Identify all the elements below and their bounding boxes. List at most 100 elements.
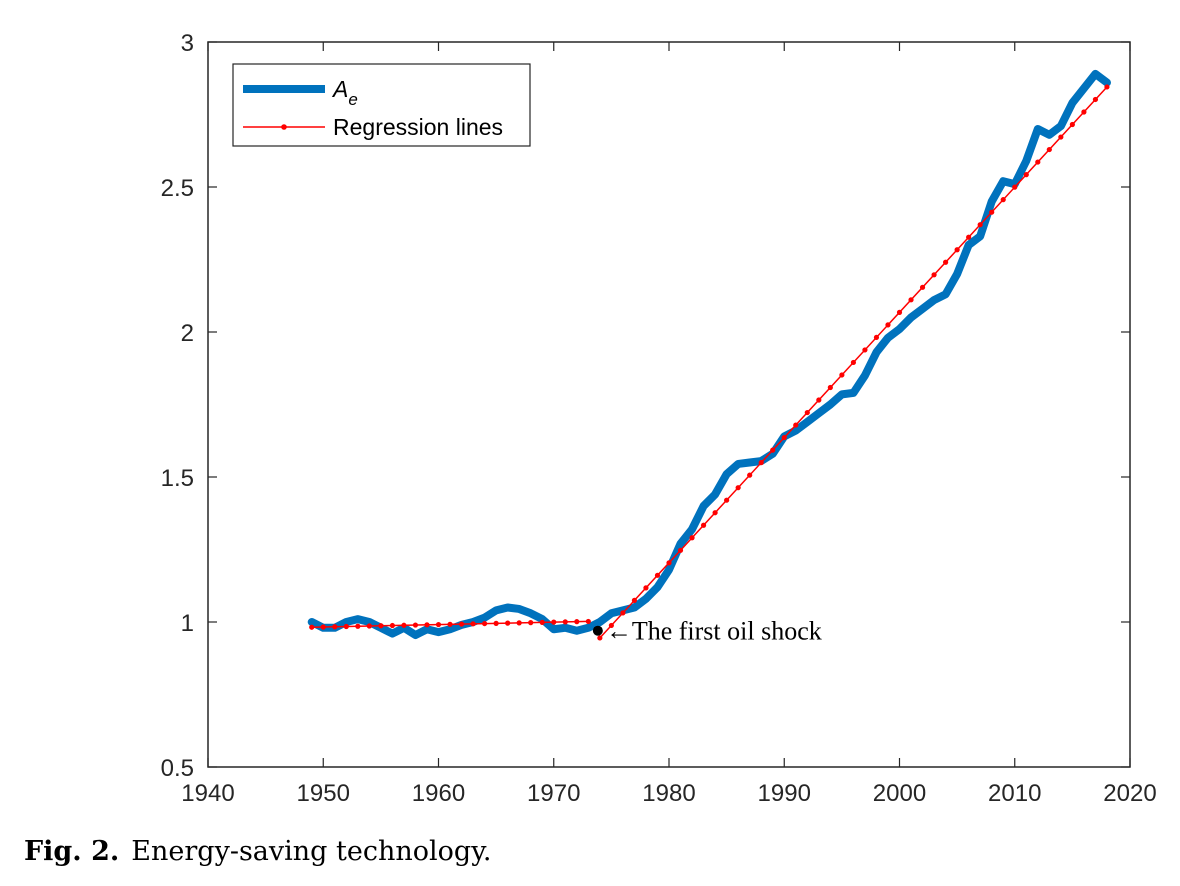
y-tick-label: 3 <box>181 30 194 57</box>
legend-label-ae: Ae <box>331 76 358 109</box>
regression-point <box>850 359 857 366</box>
regression-point <box>620 610 626 616</box>
regression-point <box>966 234 972 240</box>
y-tick-label: 1.5 <box>161 465 194 492</box>
figure-caption: Fig. 2. Energy-saving technology. <box>24 836 491 867</box>
y-tick-label: 0.5 <box>161 755 194 782</box>
regression-point <box>585 618 591 625</box>
x-tick-label: 1980 <box>642 780 695 807</box>
regression-point <box>401 622 407 628</box>
regression-point <box>366 623 372 629</box>
x-tick-label: 1990 <box>758 780 811 807</box>
regression-point <box>493 620 499 626</box>
x-axis: 1940 1950 1960 1970 1980 1990 2000 2010 2020 <box>181 42 1157 807</box>
legend-label-regression: Regression lines <box>333 114 503 140</box>
regression-point <box>435 621 442 628</box>
regression-point <box>1058 134 1064 140</box>
regression-point <box>412 622 419 628</box>
regression-point <box>482 620 488 627</box>
regression-point <box>885 322 891 328</box>
regression-point <box>781 434 787 441</box>
regression-point <box>574 619 580 625</box>
regression-point <box>666 560 672 566</box>
y-tick-label: 2 <box>181 320 194 347</box>
regression-point <box>1046 146 1052 153</box>
x-tick-label: 1950 <box>297 780 350 807</box>
regression-point <box>654 572 661 578</box>
series-ae-line <box>307 69 1111 640</box>
oil-shock-label: ←The first oil shock <box>606 617 822 646</box>
regression-point <box>747 472 753 478</box>
legend-box <box>232 63 531 147</box>
plot-area <box>208 42 1130 767</box>
regression-point <box>931 272 937 278</box>
x-tick-label: 1960 <box>412 780 465 807</box>
y-tick-label: 1 <box>181 610 194 637</box>
regression-point <box>827 384 833 391</box>
regression-point <box>943 259 949 265</box>
series-layer <box>307 69 1111 641</box>
regression-point <box>343 623 349 630</box>
regression-point <box>896 309 903 315</box>
regression-point <box>1035 159 1041 165</box>
regression-point <box>712 510 718 516</box>
regression-point <box>332 624 338 630</box>
x-tick-label: 1970 <box>527 780 580 807</box>
regression-point <box>700 522 707 528</box>
regression-point <box>309 624 315 630</box>
x-tick-label: 1940 <box>181 780 234 807</box>
regression-point <box>1012 184 1018 190</box>
regression-point <box>528 620 534 626</box>
regression-point <box>839 372 845 378</box>
regression-point <box>689 535 695 541</box>
regression-point <box>505 620 511 626</box>
regression-point <box>724 497 730 503</box>
regression-point <box>1081 109 1087 115</box>
regression-point <box>447 621 453 627</box>
regression-point <box>677 547 684 553</box>
x-tick-label: 2000 <box>873 780 926 807</box>
oil-shock-annotation: ←The first oil shock <box>592 617 822 646</box>
regression-point <box>793 422 799 428</box>
plot-frame <box>207 41 1131 768</box>
regression-point <box>873 334 880 341</box>
regression-point <box>378 623 384 629</box>
regression-point <box>608 622 614 629</box>
chart: 1940 1950 1960 1970 1980 1990 2000 2010 2020 0.5… <box>161 30 1157 807</box>
regression-point <box>389 622 395 629</box>
regression-point <box>470 621 476 627</box>
regression-point <box>908 297 914 303</box>
legend-swatch-regression-dot <box>281 124 287 130</box>
regression-point <box>770 447 776 453</box>
regression-point <box>804 409 810 416</box>
regression-point <box>355 623 361 629</box>
y-tick-label: 2.5 <box>161 175 194 202</box>
regression-point <box>562 619 568 625</box>
regression-point <box>539 619 545 625</box>
x-tick-label: 2010 <box>988 780 1041 807</box>
regression-point <box>977 222 983 228</box>
regression-point <box>320 624 326 630</box>
regression-point <box>424 622 430 628</box>
caption-label: Fig. 2. <box>24 836 120 867</box>
regression-point <box>631 597 638 603</box>
regression-point <box>1069 121 1075 128</box>
legend-ae-base: A <box>331 76 348 102</box>
regression-point <box>458 621 465 627</box>
regression-point <box>551 619 557 625</box>
x-tick-label: 2020 <box>1103 780 1156 807</box>
regression-point <box>516 620 522 626</box>
oil-shock-marker <box>592 625 603 636</box>
regression-point <box>1092 96 1099 103</box>
regression-point <box>954 247 960 253</box>
regression-point <box>735 485 741 491</box>
regression-point <box>816 397 822 403</box>
regression-point <box>1000 197 1006 203</box>
regression-point <box>919 284 926 290</box>
y-axis: 0.5 1 1.5 2 2.5 3 <box>161 30 1130 782</box>
regression-point <box>597 635 603 641</box>
legend: Ae Regression lines <box>232 63 531 147</box>
regression-point <box>1104 84 1110 90</box>
regression-point <box>758 460 764 466</box>
regression-point <box>862 347 868 353</box>
